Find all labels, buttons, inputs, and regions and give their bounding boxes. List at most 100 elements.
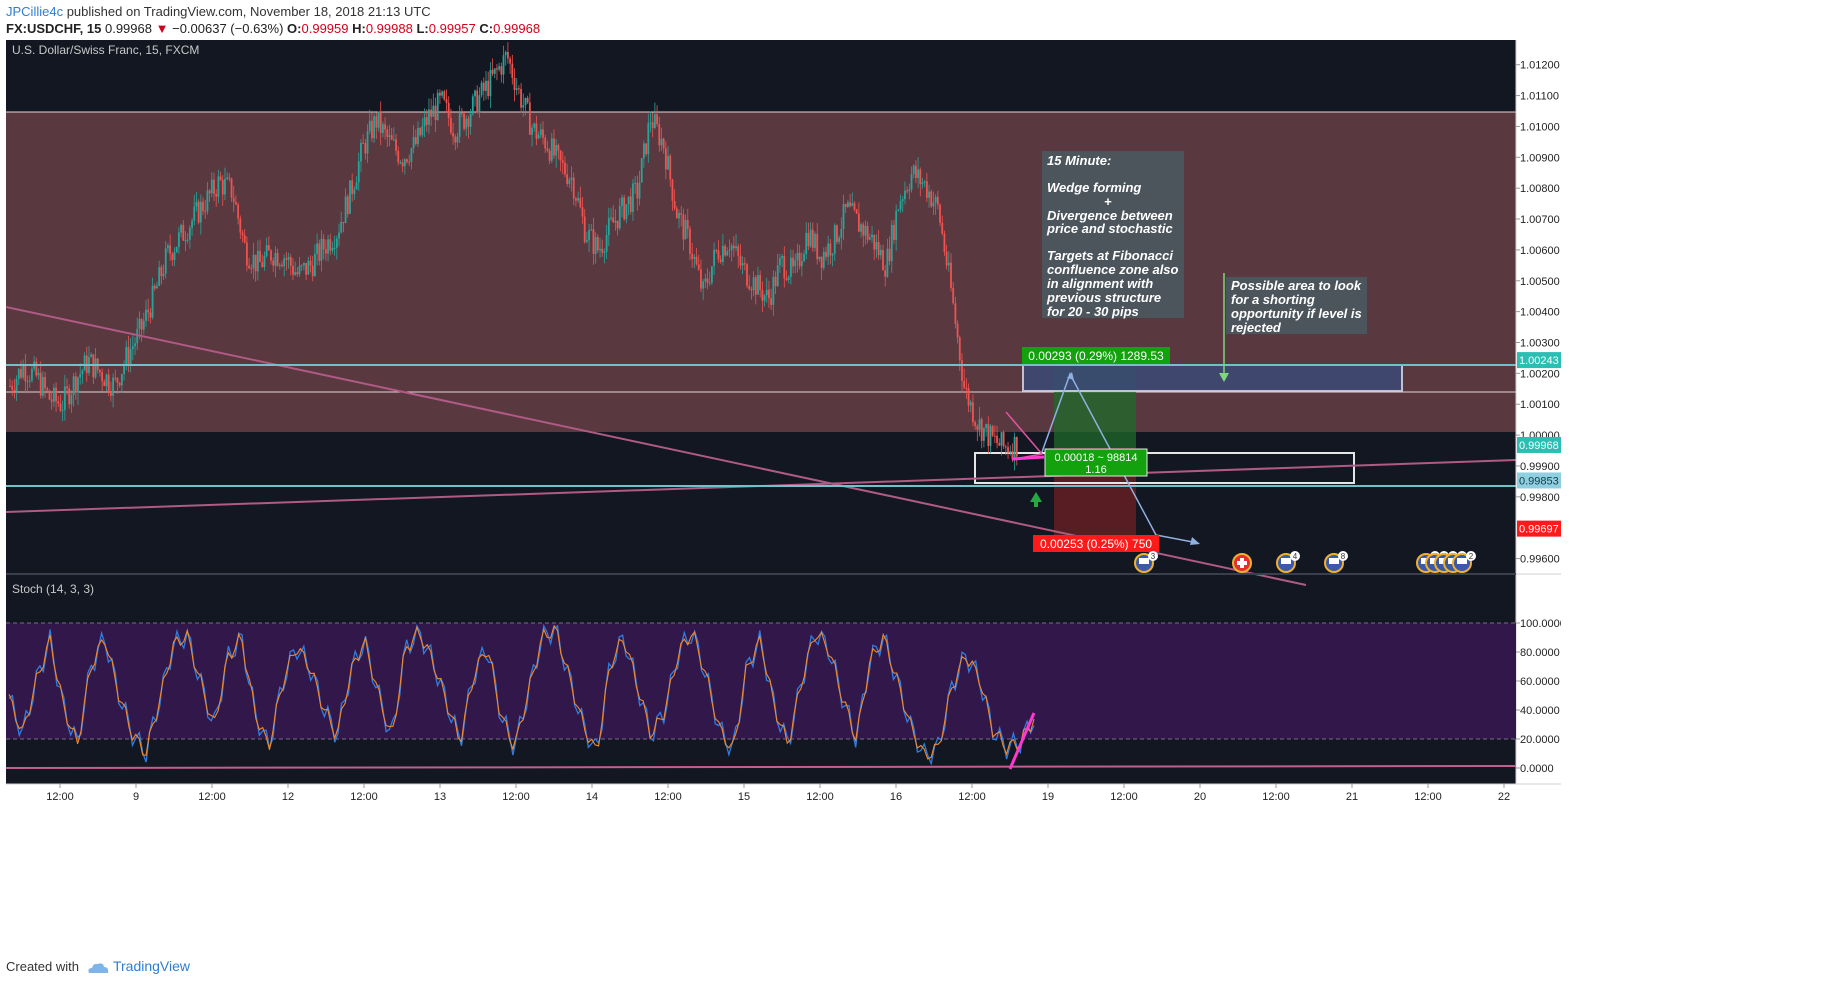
time-tick: 12:00 xyxy=(1110,791,1138,803)
time-axis[interactable]: 12:00 9 12:00 12 12:00 13 12:00 14 12:00 15 12:00 1… xyxy=(46,784,1510,803)
candle-body xyxy=(386,129,389,138)
candle-body xyxy=(897,209,900,211)
candle-body xyxy=(221,179,224,195)
time-tick: 12:00 xyxy=(1262,791,1290,803)
candle-body xyxy=(888,248,891,262)
candle-body xyxy=(406,159,408,162)
candle-body xyxy=(765,289,768,296)
candle-body xyxy=(138,319,141,329)
candle-body xyxy=(719,259,722,262)
candle-body xyxy=(70,394,73,405)
candle-body xyxy=(90,354,93,358)
event-badge[interactable]: 2 xyxy=(1452,551,1476,573)
candle-body xyxy=(180,224,182,233)
candle-body xyxy=(599,248,601,251)
candle-body xyxy=(910,174,913,190)
candle-body xyxy=(419,127,422,136)
candle-body xyxy=(478,95,481,113)
candle-body xyxy=(129,349,132,364)
candle-body xyxy=(947,262,950,266)
candle-body xyxy=(487,80,490,97)
last-price: 0.99968 xyxy=(104,21,152,36)
economic-events[interactable]: 34857862 xyxy=(1134,551,1476,573)
candle-body xyxy=(188,227,191,240)
candle-body xyxy=(890,225,893,262)
candle-body xyxy=(366,131,369,154)
candle-body xyxy=(689,228,691,254)
candle-body xyxy=(684,220,687,240)
candle-body xyxy=(11,385,14,390)
candle-body xyxy=(702,281,705,289)
candle-body xyxy=(932,202,935,207)
candle-body xyxy=(377,111,380,128)
event-badge[interactable]: 3 xyxy=(1134,551,1158,573)
candle-body xyxy=(169,245,172,254)
candle-body xyxy=(52,387,55,402)
candle-body xyxy=(570,177,573,180)
candle-body xyxy=(704,278,707,282)
candle-body xyxy=(252,254,255,269)
time-tick: 12 xyxy=(282,791,294,803)
price-tick: 1.01200 xyxy=(1520,60,1560,72)
candle-body xyxy=(546,148,549,151)
candle-body xyxy=(410,148,413,162)
candle-body xyxy=(866,226,869,240)
stoch-k-line xyxy=(8,623,1035,766)
candle-body xyxy=(796,252,799,261)
price-tag xyxy=(1517,472,1561,489)
candle-body xyxy=(401,162,404,167)
candle-body xyxy=(213,179,215,194)
candle-body xyxy=(627,196,630,205)
candle-body xyxy=(465,118,468,129)
candle-body xyxy=(963,380,966,388)
candle-body xyxy=(553,138,555,156)
candle-body xyxy=(241,232,244,236)
candle-body xyxy=(287,256,290,260)
candle-body xyxy=(847,202,849,207)
candle-body xyxy=(603,251,606,253)
candle-body xyxy=(605,234,608,252)
candle-body xyxy=(811,229,814,248)
candle-body xyxy=(908,189,911,192)
candle-body xyxy=(425,117,428,125)
candle-body xyxy=(509,58,512,64)
candle-body xyxy=(68,388,71,405)
candle-body xyxy=(656,114,658,124)
tradingview-chart[interactable]: 15 Minute: Wedge forming + Divergence be… xyxy=(6,40,1834,950)
candle-body xyxy=(794,260,797,267)
candle-body xyxy=(695,256,698,265)
price-tag-label: 0.99697 xyxy=(1519,524,1559,536)
candle-body xyxy=(585,240,588,242)
candle-body xyxy=(28,380,31,382)
candle-body xyxy=(1002,432,1005,447)
candle-body xyxy=(511,63,514,78)
candle-body xyxy=(610,217,612,219)
event-badge[interactable]: 4 xyxy=(1276,551,1300,573)
tradingview-brand[interactable]: TradingView xyxy=(112,958,191,974)
candle-body xyxy=(177,232,180,247)
candle-body xyxy=(750,289,753,291)
projected-path xyxy=(1041,372,1157,536)
candle-body xyxy=(548,150,551,161)
author-link[interactable]: JPCillie4c xyxy=(6,4,64,19)
time-tick: 14 xyxy=(586,791,598,803)
candle-body xyxy=(618,205,621,229)
candle-body xyxy=(193,206,196,221)
candle-body xyxy=(717,250,720,260)
candle-body xyxy=(333,247,336,249)
support-box xyxy=(974,452,1355,484)
down-arrow-icon xyxy=(1219,373,1229,382)
candle-body xyxy=(303,263,305,266)
candle-body xyxy=(886,248,889,277)
event-badge[interactable]: 8 xyxy=(1324,551,1348,573)
candle-body xyxy=(754,277,757,295)
candle-body xyxy=(862,224,865,236)
candle-body xyxy=(969,402,972,406)
candle-body xyxy=(368,120,371,132)
candle-body xyxy=(423,117,426,127)
candle-body xyxy=(274,252,277,266)
candle-body xyxy=(44,376,46,389)
candle-body xyxy=(456,136,459,143)
candle-body xyxy=(621,197,623,206)
candle-body xyxy=(123,365,125,375)
